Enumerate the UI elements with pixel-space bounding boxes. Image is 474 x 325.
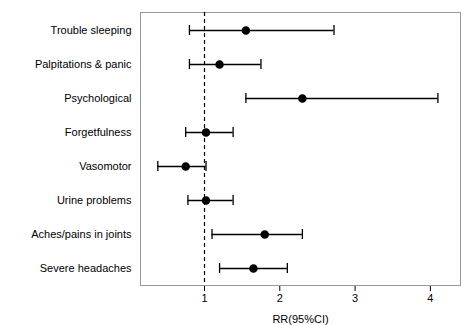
svg-text:Urine problems: Urine problems [57,194,132,206]
svg-text:3: 3 [352,292,358,304]
svg-text:Forgetfulness: Forgetfulness [65,126,132,138]
svg-text:1: 1 [201,292,207,304]
svg-text:Psychological: Psychological [64,92,131,104]
svg-text:Aches/pains in joints: Aches/pains in joints [31,228,132,240]
svg-text:RR(95%CI): RR(95%CI) [272,313,328,325]
svg-text:2: 2 [277,292,283,304]
svg-text:4: 4 [427,292,433,304]
svg-text:Severe headaches: Severe headaches [40,262,132,274]
svg-text:Palpitations & panic: Palpitations & panic [35,58,132,70]
svg-text:Vasomotor: Vasomotor [79,160,132,172]
svg-text:Trouble sleeping: Trouble sleeping [51,24,132,36]
